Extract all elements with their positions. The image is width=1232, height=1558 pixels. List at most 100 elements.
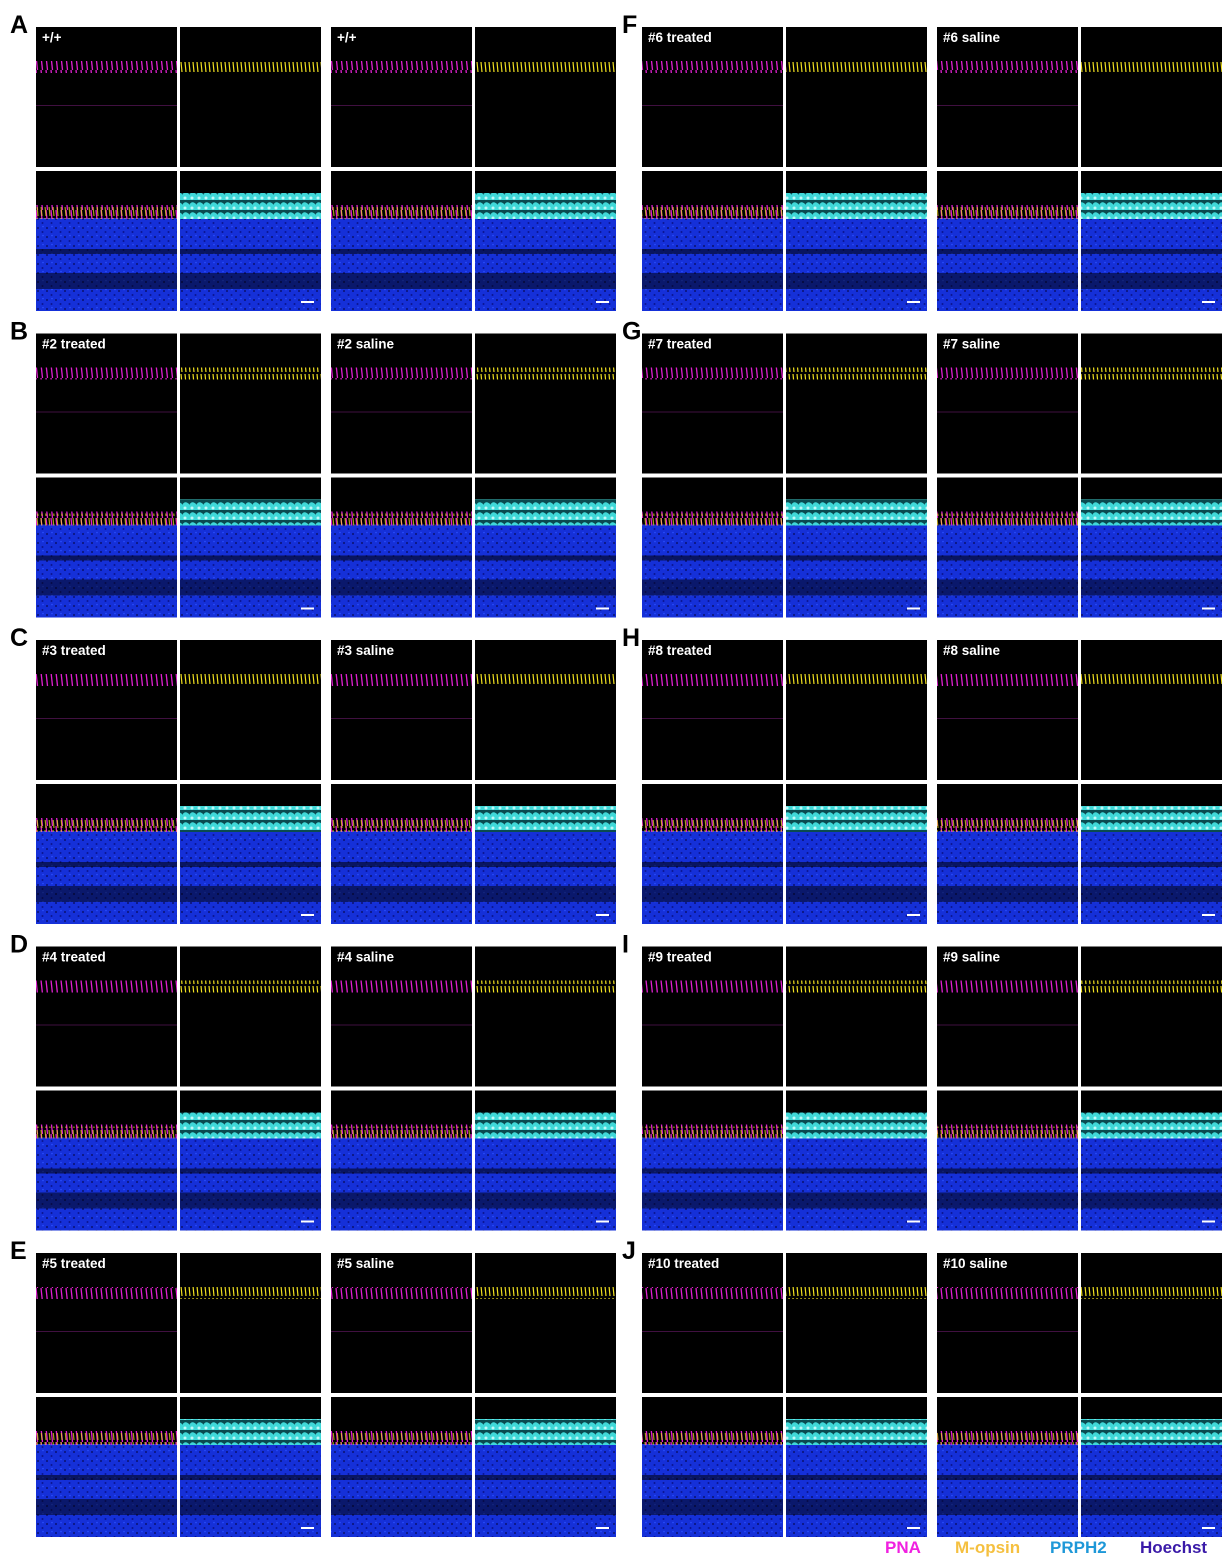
nuclei xyxy=(937,1137,1078,1231)
stain-band xyxy=(475,980,616,993)
nuclei xyxy=(642,524,783,618)
dark-layer xyxy=(180,862,321,867)
stain-band xyxy=(786,61,927,73)
dark-layer xyxy=(180,579,321,596)
dark-layer xyxy=(36,1499,177,1515)
nuclei xyxy=(1081,831,1222,924)
dark-layer xyxy=(786,1168,927,1174)
micrograph xyxy=(331,171,472,311)
dark-layer xyxy=(1081,273,1222,289)
scale-bar xyxy=(596,1220,609,1223)
micrograph xyxy=(36,1397,177,1537)
stain-band xyxy=(937,513,1078,526)
micrograph xyxy=(1081,333,1222,474)
stain-band xyxy=(475,1287,616,1299)
image-background xyxy=(1081,333,1222,474)
stain-band xyxy=(786,806,927,832)
panel-letter: H xyxy=(622,624,640,652)
micrograph xyxy=(36,1253,177,1393)
micrograph xyxy=(475,477,616,618)
dark-layer xyxy=(475,1192,616,1209)
dark-layer xyxy=(937,1192,1078,1209)
dark-layer xyxy=(1081,862,1222,867)
stain-band xyxy=(331,61,472,73)
micrograph xyxy=(331,784,472,924)
faint-line xyxy=(331,718,472,719)
stain-band xyxy=(331,820,472,832)
stain-band xyxy=(1081,193,1222,219)
image-background xyxy=(475,946,616,1087)
stain-band xyxy=(36,674,177,686)
legend-entry: M-opsin xyxy=(955,1538,1020,1557)
micrograph xyxy=(786,477,927,618)
scale-bar xyxy=(301,914,314,916)
dark-layer xyxy=(36,1475,177,1480)
dark-layer xyxy=(180,249,321,254)
micrograph xyxy=(475,784,616,924)
nuclei xyxy=(180,1444,321,1537)
micrograph xyxy=(1081,946,1222,1087)
dark-layer xyxy=(331,249,472,254)
image-background xyxy=(180,1253,321,1393)
dark-layer xyxy=(36,555,177,561)
dark-layer xyxy=(475,1499,616,1515)
stain-band xyxy=(180,1287,321,1299)
dark-layer xyxy=(180,886,321,902)
stain-band xyxy=(786,367,927,380)
micrograph xyxy=(642,477,783,618)
dark-layer xyxy=(642,886,783,902)
dark-layer xyxy=(786,1475,927,1480)
stain-band xyxy=(475,499,616,526)
faint-line xyxy=(642,411,783,413)
panel-letter: D xyxy=(10,931,28,959)
image-background xyxy=(180,946,321,1087)
image-background xyxy=(642,27,783,167)
image-group: #10 treated xyxy=(642,1253,927,1537)
group-label: #10 treated xyxy=(648,1256,719,1271)
scale-bar xyxy=(907,607,920,610)
group-label: #8 saline xyxy=(943,643,1001,658)
stain-band xyxy=(180,980,321,993)
micrograph xyxy=(786,1397,927,1537)
dark-layer xyxy=(36,273,177,289)
dark-layer xyxy=(937,886,1078,902)
nuclei xyxy=(475,218,616,311)
stain-band xyxy=(180,367,321,380)
micrograph xyxy=(331,946,472,1087)
stain-band xyxy=(180,674,321,686)
stain-band xyxy=(331,1433,472,1445)
dark-layer xyxy=(1081,1168,1222,1174)
group-label: #4 treated xyxy=(42,950,106,965)
dark-layer xyxy=(786,886,927,902)
micrograph xyxy=(180,1397,321,1537)
faint-line xyxy=(642,718,783,719)
scale-bar xyxy=(301,1527,314,1529)
group-label: #5 saline xyxy=(337,1256,395,1271)
panel: F #6 treated #6 saline xyxy=(622,11,1222,311)
dark-layer xyxy=(937,555,1078,561)
faint-line xyxy=(331,1024,472,1026)
micrograph xyxy=(642,171,783,311)
scale-bar xyxy=(596,914,609,916)
stain-band xyxy=(1081,980,1222,993)
panel-letter: I xyxy=(622,931,629,959)
dark-layer xyxy=(331,862,472,867)
group-label: #8 treated xyxy=(648,643,712,658)
nuclei xyxy=(475,524,616,618)
image-background xyxy=(331,640,472,780)
nuclei xyxy=(1081,1137,1222,1231)
scale-bar xyxy=(907,1527,920,1529)
faint-line xyxy=(36,1024,177,1026)
dark-layer xyxy=(331,273,472,289)
micrograph xyxy=(786,640,927,780)
image-background xyxy=(937,333,1078,474)
stain-band xyxy=(937,1126,1078,1139)
micrograph xyxy=(331,333,472,474)
stain-band xyxy=(36,1287,177,1299)
image-group: #6 saline xyxy=(937,27,1222,311)
stain-band xyxy=(642,1126,783,1139)
dark-layer xyxy=(475,1475,616,1480)
dark-layer xyxy=(180,1499,321,1515)
faint-line xyxy=(642,1024,783,1026)
image-background xyxy=(475,1253,616,1393)
